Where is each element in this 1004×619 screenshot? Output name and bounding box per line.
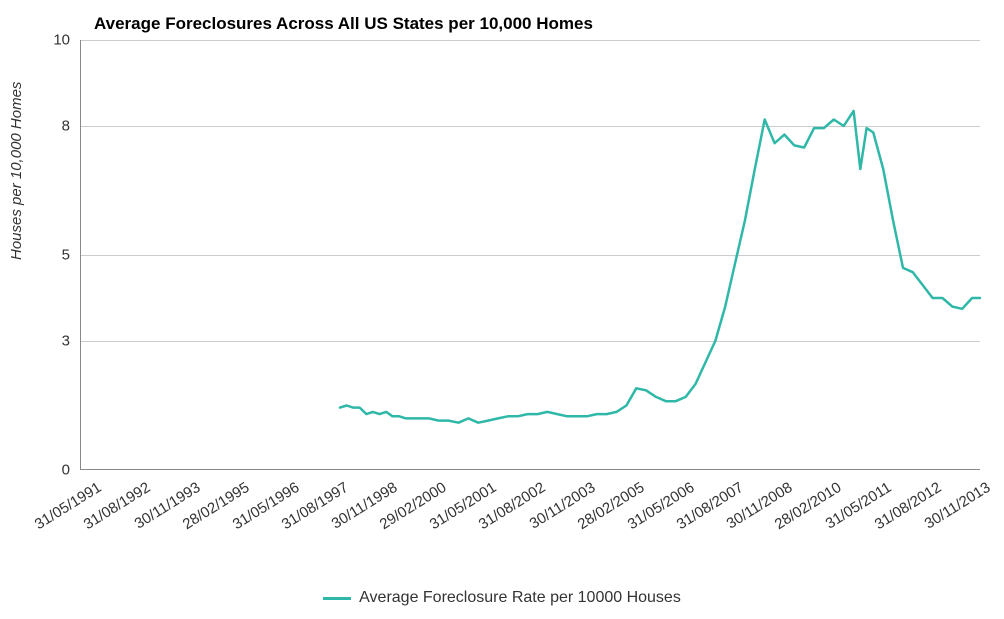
legend-swatch: [323, 597, 351, 600]
y-tick-label: 3: [62, 333, 70, 350]
x-tick-container: 31/05/199131/08/199230/11/199328/02/1995…: [80, 475, 980, 555]
plot-area: 035810: [80, 40, 980, 470]
y-tick-label: 8: [62, 118, 70, 135]
y-tick-label: 0: [62, 462, 70, 479]
y-axis-label: Houses per 10,000 Homes: [8, 82, 25, 260]
foreclosure-chart: Average Foreclosures Across All US State…: [0, 0, 1004, 619]
legend-label: Average Foreclosure Rate per 10000 House…: [359, 589, 681, 607]
y-tick-label: 10: [53, 32, 70, 49]
data-line: [80, 40, 980, 470]
y-tick-label: 5: [62, 247, 70, 264]
chart-title: Average Foreclosures Across All US State…: [94, 14, 593, 34]
legend: Average Foreclosure Rate per 10000 House…: [0, 589, 1004, 607]
